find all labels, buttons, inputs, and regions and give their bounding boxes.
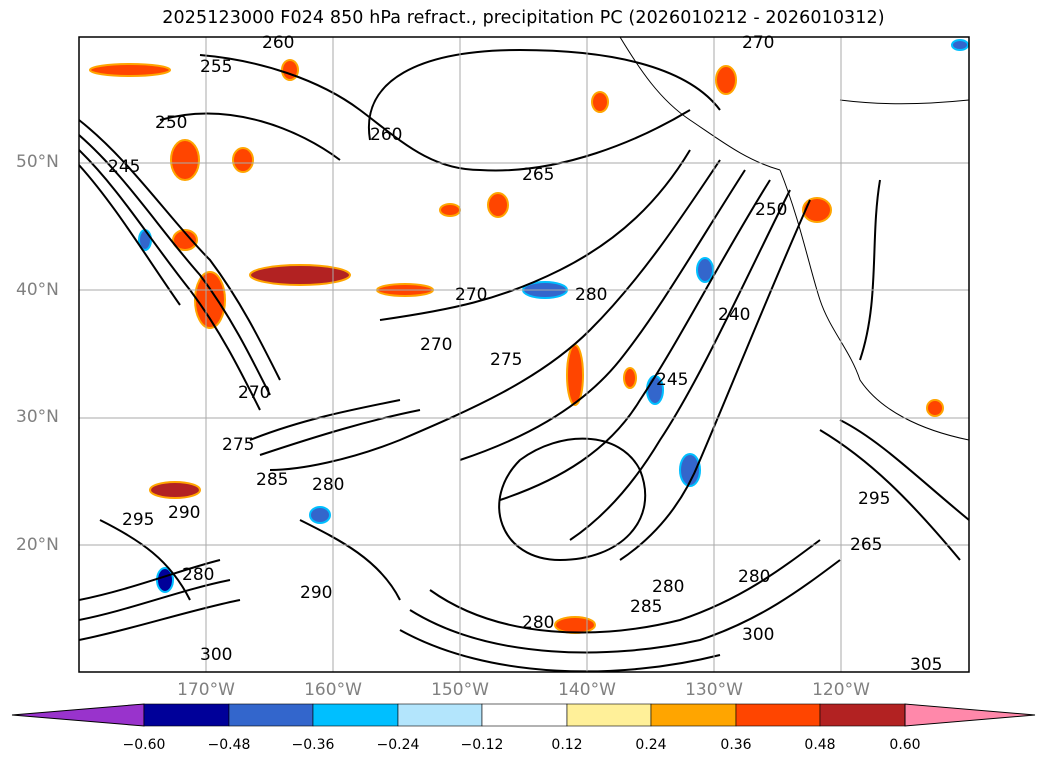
contour-label: 250: [155, 113, 187, 133]
colorbar-tick: 0.12: [551, 737, 583, 753]
contour-label: 290: [300, 583, 332, 603]
colorbar-bin: [228, 703, 314, 727]
contour-label: 270: [420, 335, 452, 355]
precip-blob: [566, 344, 584, 406]
colorbar-tick: −0.12: [460, 737, 504, 753]
colorbar-bin: [312, 703, 399, 727]
colorbar-bin: [481, 703, 568, 727]
map-frame: [78, 36, 970, 673]
contour-label: 300: [200, 645, 232, 665]
contour-label: 240: [718, 305, 750, 325]
precip-blob: [679, 453, 701, 487]
contour-label: 280: [312, 475, 344, 495]
lon-label: 150°W: [431, 680, 489, 700]
contour-label: 280: [738, 567, 770, 587]
precip-blob: [149, 481, 201, 499]
contour-label: 270: [238, 383, 270, 403]
contour-label: 295: [858, 489, 890, 509]
contour-label: 290: [168, 503, 200, 523]
colorbar-tick: 0.24: [635, 737, 667, 753]
contour-label: 245: [108, 157, 140, 177]
precip-blob: [156, 567, 174, 593]
precip-blob: [249, 264, 351, 286]
precip-blob: [554, 616, 596, 634]
contour-labels: 260 255 250 245 260 265 270 250 240 245 …: [108, 33, 942, 675]
contour-label: 275: [222, 435, 254, 455]
contour-label: 270: [742, 33, 774, 53]
colorbar-tick: −0.36: [291, 737, 335, 753]
lon-label: 120°W: [812, 680, 870, 700]
contour-label: 280: [652, 577, 684, 597]
colorbar-tick: −0.24: [376, 737, 420, 753]
precip-blob: [715, 65, 737, 95]
precip-blob: [802, 197, 832, 223]
lon-label: 170°W: [177, 680, 235, 700]
colorbar: [11, 703, 1036, 727]
precip-blob: [172, 229, 198, 251]
contour-label: 280: [575, 285, 607, 305]
colorbar-tick: 0.60: [889, 737, 921, 753]
precip-blob: [696, 257, 714, 283]
contour-label: 305: [910, 655, 942, 675]
chart-title: 2025123000 F024 850 hPa refract., precip…: [162, 8, 885, 28]
precip-blob: [623, 367, 637, 389]
contour-label: 270: [455, 285, 487, 305]
lat-label: 20°N: [16, 535, 59, 555]
refractivity-contours: [79, 48, 969, 672]
contour-label: 265: [850, 535, 882, 555]
contour-label: 275: [490, 350, 522, 370]
contour-label: 245: [656, 370, 688, 390]
contour-label: 295: [122, 510, 154, 530]
precip-blob: [170, 139, 200, 181]
contour-label: 280: [182, 565, 214, 585]
colorbar-bin: [566, 703, 652, 727]
colorbar-bin: [650, 703, 737, 727]
colorbar-tick: 0.36: [720, 737, 752, 753]
lon-label: 130°W: [685, 680, 743, 700]
colorbar-bin: [397, 703, 483, 727]
contour-label: 265: [522, 165, 554, 185]
colorbar-bin: [819, 703, 906, 727]
contour-label: 280: [522, 613, 554, 633]
colorbar-bin: [143, 703, 230, 727]
precip-blob: [926, 399, 944, 417]
lon-label: 160°W: [304, 680, 362, 700]
precip-blob: [194, 271, 226, 329]
precip-blob: [439, 203, 461, 217]
contour-label: 255: [200, 57, 232, 77]
lat-label: 30°N: [16, 407, 59, 427]
coastlines: [619, 37, 969, 441]
contour-label: 300: [742, 625, 774, 645]
colorbar-tick: −0.60: [122, 737, 166, 753]
colorbar-tick: −0.48: [207, 737, 251, 753]
colorbar-extend-left: [11, 703, 145, 727]
contour-label: 250: [755, 200, 787, 220]
precip-blob: [487, 192, 509, 218]
colorbar-bin: [735, 703, 821, 727]
precip-blob: [309, 506, 331, 524]
precip-blob: [951, 39, 969, 51]
precip-blob: [232, 147, 254, 173]
precip-blob: [591, 91, 609, 113]
graticule: [79, 37, 969, 672]
contour-label: 285: [630, 597, 662, 617]
lon-label: 140°W: [558, 680, 616, 700]
precip-blob: [89, 63, 171, 77]
contour-label: 285: [256, 470, 288, 490]
colorbar-extend-right: [904, 703, 1036, 727]
lat-label: 40°N: [16, 280, 59, 300]
lat-label: 50°N: [16, 152, 59, 172]
colorbar-tick: 0.48: [804, 737, 836, 753]
contour-label: 260: [370, 125, 402, 145]
contour-label: 260: [262, 33, 294, 53]
